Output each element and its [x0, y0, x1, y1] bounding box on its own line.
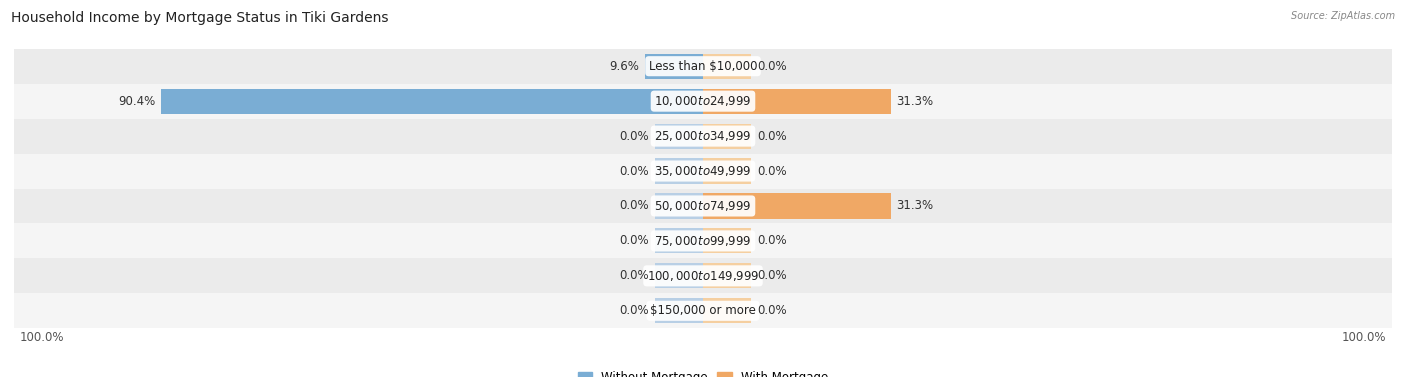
Text: 31.3%: 31.3%	[897, 199, 934, 213]
Text: Less than $10,000: Less than $10,000	[648, 60, 758, 73]
Text: 0.0%: 0.0%	[620, 199, 650, 213]
Bar	[14, 224, 1392, 258]
Bar	[14, 188, 1392, 224]
Text: 0.0%: 0.0%	[756, 269, 786, 282]
Bar	[703, 124, 751, 149]
Bar	[14, 119, 1392, 153]
Text: 0.0%: 0.0%	[756, 234, 786, 247]
Text: $75,000 to $99,999: $75,000 to $99,999	[654, 234, 752, 248]
Bar	[14, 153, 1392, 188]
Bar	[162, 89, 703, 114]
Text: $50,000 to $74,999: $50,000 to $74,999	[654, 199, 752, 213]
Text: 0.0%: 0.0%	[620, 164, 650, 178]
Text: 100.0%: 100.0%	[20, 331, 65, 344]
Text: 0.0%: 0.0%	[756, 304, 786, 317]
Bar	[645, 54, 703, 79]
Bar	[655, 158, 703, 184]
Text: $10,000 to $24,999: $10,000 to $24,999	[654, 94, 752, 108]
Text: 0.0%: 0.0%	[756, 60, 786, 73]
Text: 100.0%: 100.0%	[1341, 331, 1386, 344]
Bar	[14, 293, 1392, 328]
Text: 90.4%: 90.4%	[118, 95, 156, 108]
Text: 0.0%: 0.0%	[620, 269, 650, 282]
Text: $100,000 to $149,999: $100,000 to $149,999	[647, 269, 759, 283]
Bar	[655, 263, 703, 288]
Bar	[14, 84, 1392, 119]
Bar	[655, 298, 703, 323]
Bar	[655, 124, 703, 149]
Text: $150,000 or more: $150,000 or more	[650, 304, 756, 317]
Text: Source: ZipAtlas.com: Source: ZipAtlas.com	[1291, 11, 1395, 21]
Bar	[703, 263, 751, 288]
Legend: Without Mortgage, With Mortgage: Without Mortgage, With Mortgage	[574, 366, 832, 377]
Text: 0.0%: 0.0%	[756, 164, 786, 178]
Bar	[703, 89, 890, 114]
Text: 31.3%: 31.3%	[897, 95, 934, 108]
Text: 0.0%: 0.0%	[756, 130, 786, 143]
Text: 0.0%: 0.0%	[620, 304, 650, 317]
Text: Household Income by Mortgage Status in Tiki Gardens: Household Income by Mortgage Status in T…	[11, 11, 388, 25]
Text: 0.0%: 0.0%	[620, 130, 650, 143]
Text: $25,000 to $34,999: $25,000 to $34,999	[654, 129, 752, 143]
Bar	[655, 228, 703, 253]
Bar	[655, 193, 703, 219]
Bar	[703, 298, 751, 323]
Bar	[703, 228, 751, 253]
Bar	[14, 49, 1392, 84]
Bar	[703, 54, 751, 79]
Text: $35,000 to $49,999: $35,000 to $49,999	[654, 164, 752, 178]
Bar	[14, 258, 1392, 293]
Text: 9.6%: 9.6%	[610, 60, 640, 73]
Bar	[703, 158, 751, 184]
Bar	[703, 193, 890, 219]
Text: 0.0%: 0.0%	[620, 234, 650, 247]
